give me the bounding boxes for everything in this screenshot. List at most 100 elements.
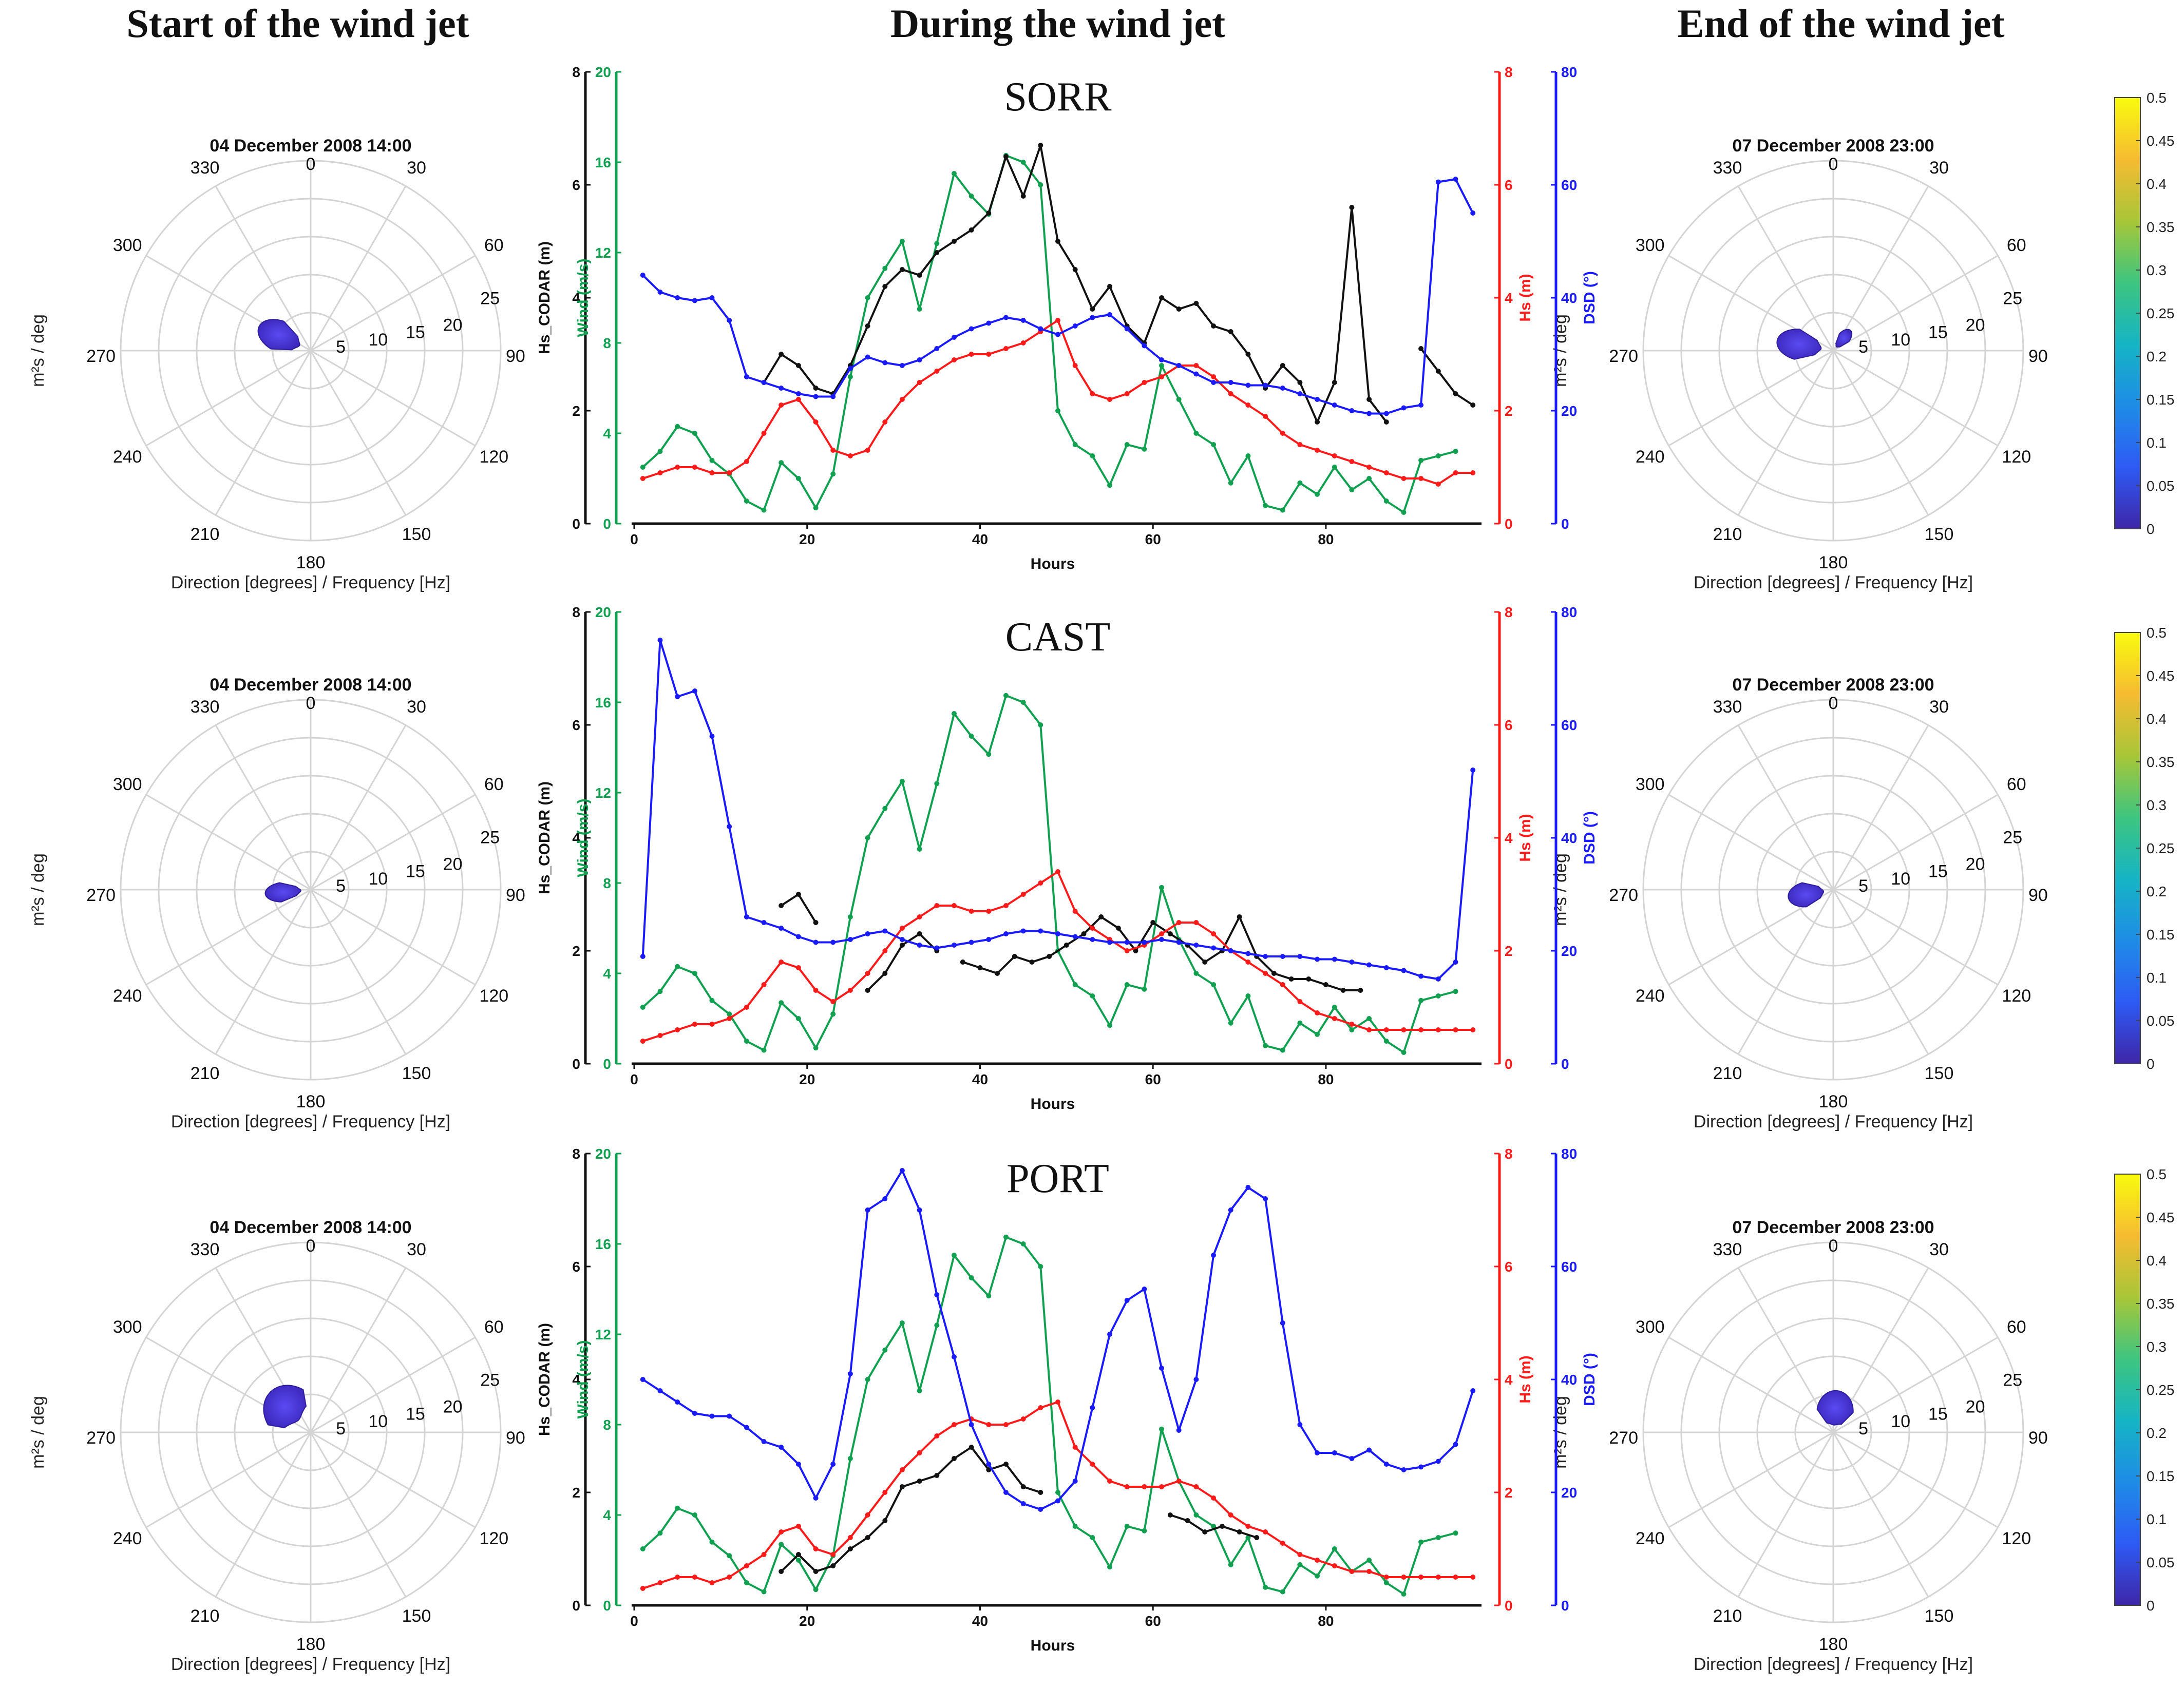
data-point-dsd	[1193, 943, 1199, 948]
data-point-hs_codar_late	[1012, 954, 1017, 959]
data-point-dsd	[813, 394, 819, 399]
data-point-hs	[1383, 1027, 1389, 1032]
data-point-hs	[1072, 1445, 1078, 1450]
polar-spoke	[145, 350, 311, 447]
data-point-hs	[813, 988, 819, 993]
data-point-dsd	[1038, 326, 1043, 332]
data-point-hs	[830, 448, 836, 453]
data-point-dsd	[1401, 1467, 1407, 1472]
data-point-hs	[1142, 380, 1147, 385]
data-point-wind	[813, 1587, 819, 1593]
colorbar-tick-label: 0.1	[2147, 435, 2167, 451]
data-point-hs_codar_late	[960, 960, 965, 965]
data-point-wind	[934, 1322, 940, 1328]
angle-label: 240	[1636, 1529, 1665, 1548]
data-point-hs	[1124, 948, 1130, 953]
data-point-dsd	[1124, 326, 1130, 332]
data-point-wind	[1366, 476, 1372, 481]
angle-label: 330	[191, 697, 220, 717]
series-line-hs_codar_late	[1170, 1514, 1257, 1539]
frequency-label: 15	[1928, 862, 1948, 881]
data-point-wind	[1124, 442, 1130, 447]
data-point-hs	[952, 1422, 957, 1427]
data-point-hs	[917, 380, 922, 385]
data-point-hs_codar	[934, 1473, 940, 1478]
data-point-wind	[761, 1589, 767, 1595]
data-point-hs_codar	[778, 903, 784, 908]
colorbar-tick-label: 0.25	[2147, 305, 2175, 321]
dsd-tick-label: 0	[1561, 1056, 1569, 1072]
angle-label: 270	[1609, 347, 1638, 366]
polar-ylabel: m²s / deg	[28, 1396, 48, 1469]
wind-tick-label: 8	[603, 335, 611, 351]
data-point-hs	[882, 1490, 888, 1495]
data-point-wind	[1315, 1573, 1320, 1579]
data-point-dsd	[1211, 380, 1217, 385]
data-point-dsd	[1003, 931, 1009, 936]
data-point-hs	[709, 1022, 715, 1027]
data-point-wind	[917, 847, 922, 852]
data-point-hs_codar_late	[1047, 954, 1052, 959]
data-point-wind	[1159, 1426, 1164, 1432]
series-line-dsd	[641, 639, 1474, 980]
polar-plot-start-cast: 0 30 60 90 120 150 180 210 240 270 300 330 5 10 15 20 25…	[28, 675, 525, 1131]
data-point-wind	[1332, 1546, 1337, 1551]
x-tick-label: 60	[1145, 1071, 1161, 1087]
hs-tick-label: 8	[1505, 64, 1513, 80]
data-point-dsd	[917, 1207, 922, 1213]
data-point-hs	[692, 1022, 697, 1027]
data-point-wind	[1383, 498, 1389, 504]
data-point-hs_codar	[1038, 1490, 1043, 1495]
data-point-hs_codar_mid	[899, 943, 905, 948]
dsd-tick-label: 60	[1561, 717, 1577, 733]
data-point-hs	[778, 402, 784, 408]
hs-tick-label: 8	[1505, 1146, 1513, 1162]
angle-label: 120	[2002, 447, 2031, 467]
data-point-hs	[1107, 397, 1112, 402]
angle-label: 60	[484, 775, 504, 794]
colorbar-tick-label: 0.15	[2147, 392, 2175, 408]
data-point-wind	[692, 431, 697, 436]
data-point-hs_codar	[1003, 1462, 1009, 1467]
polar-xlabel: Direction [degrees] / Frequency [Hz]	[171, 573, 450, 592]
data-point-dsd	[1418, 973, 1424, 979]
polar-ylabel: m²s / deg	[28, 853, 48, 926]
data-point-hs	[1020, 340, 1026, 346]
data-point-hs	[986, 909, 992, 914]
data-point-hs	[1263, 971, 1268, 976]
hs_codar-tick-label: 8	[572, 1146, 580, 1162]
polar-title: 04 December 2008 14:00	[210, 675, 411, 695]
frequency-label: 5	[336, 876, 346, 896]
wind-tick-label: 4	[603, 1507, 611, 1523]
data-point-wind	[813, 1045, 819, 1051]
polar-spoke	[1737, 185, 1834, 351]
data-point-dsd	[952, 335, 957, 340]
data-point-hs	[1245, 960, 1251, 965]
data-point-wind	[744, 1580, 749, 1585]
data-point-hs	[865, 971, 870, 976]
colorbar-tick-label: 0.15	[2147, 1468, 2175, 1484]
data-point-dsd	[1435, 179, 1441, 185]
data-point-wind	[1211, 1524, 1217, 1529]
frequency-label: 25	[480, 289, 500, 308]
hs_codar-tick-label: 2	[572, 943, 580, 959]
data-point-dsd	[1228, 380, 1233, 385]
angle-label: 120	[479, 1529, 508, 1548]
data-point-hs	[1280, 1541, 1285, 1546]
data-point-hs_codar	[1193, 301, 1199, 306]
data-point-wind	[1193, 431, 1199, 436]
polar-spoke	[1668, 1336, 1834, 1433]
data-point-dsd	[1072, 934, 1078, 939]
polar-spoke	[310, 1267, 407, 1433]
data-point-dsd	[830, 1462, 836, 1467]
angle-label: 60	[484, 1317, 504, 1337]
data-point-wind	[1193, 1512, 1199, 1518]
angle-label: 300	[113, 236, 142, 255]
angle-label: 0	[306, 694, 316, 713]
data-point-dsd	[1211, 945, 1217, 951]
x-tick-label: 0	[630, 1613, 638, 1629]
data-point-hs	[1280, 982, 1285, 987]
data-point-dsd	[1280, 386, 1285, 391]
data-point-hs	[1435, 1027, 1441, 1032]
